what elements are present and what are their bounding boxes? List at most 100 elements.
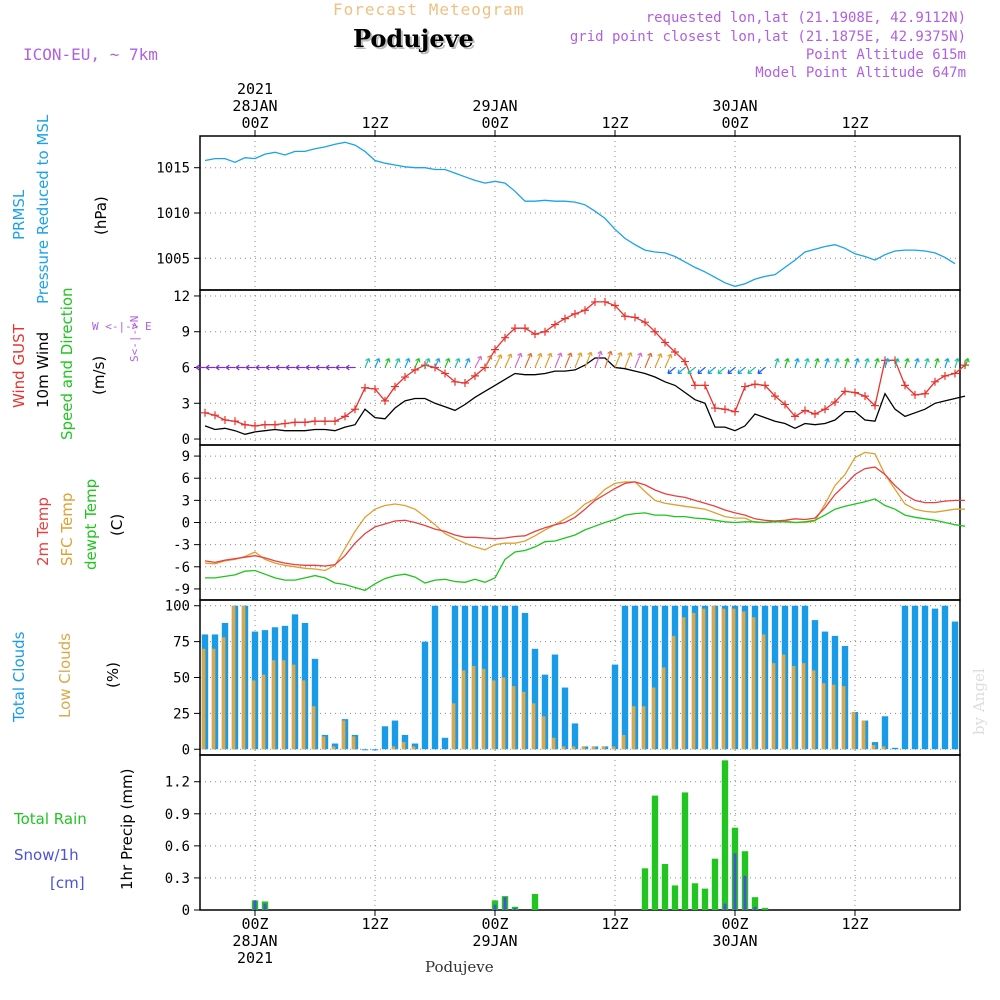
top-time-label: 2021 <box>237 80 273 98</box>
top-time-label: 28JAN <box>232 97 277 115</box>
low-cloud-bar <box>221 637 226 750</box>
wind-arrow-head <box>285 364 290 371</box>
rain-bar <box>721 760 729 910</box>
wind-arrow-head <box>667 353 673 359</box>
wind-arrow-head <box>934 358 940 363</box>
total-cloud-bar <box>391 720 399 750</box>
total-cloud-bar <box>441 737 449 750</box>
top-time-label: 12Z <box>841 114 868 132</box>
top-time-label: 12Z <box>601 114 628 132</box>
wind-arrow-head <box>557 352 563 357</box>
wind-direction-arrow <box>844 358 849 368</box>
wind-arrow-head <box>677 369 683 375</box>
wind-direction-arrow <box>854 358 859 368</box>
gust-marker <box>371 384 379 393</box>
wind-arrow-head <box>345 364 350 371</box>
snow-bar <box>263 903 267 910</box>
wind-arrow-head <box>687 369 693 375</box>
top-time-label: 12Z <box>361 114 388 132</box>
total-cloud-bar <box>451 605 459 750</box>
wind-arrow-head <box>954 358 960 363</box>
gust-marker <box>341 412 349 421</box>
wind-arrow-head <box>195 364 200 371</box>
wind-direction-arrow <box>364 358 370 368</box>
gust-marker <box>941 371 949 380</box>
wind-direction-arrow <box>804 358 809 368</box>
wind-direction-arrow <box>667 367 676 374</box>
gust-marker <box>351 405 359 414</box>
wind-direction-arrow <box>464 358 470 368</box>
rain-bar <box>651 795 659 910</box>
gust-marker <box>641 318 649 327</box>
model-label: ICON-EU, ~ 7km <box>23 45 158 64</box>
total-cloud-bar <box>361 749 369 751</box>
low-cloud-bar <box>691 612 696 750</box>
precip-ytick-label: 0.6 <box>165 839 190 855</box>
rain-bar <box>711 858 719 910</box>
total-cloud-bar <box>431 605 439 750</box>
wind-arrow-head <box>884 358 890 363</box>
wind-direction-arrow <box>677 367 686 374</box>
wind-arrow-head <box>477 355 483 361</box>
wind-direction-arrow <box>944 358 949 368</box>
wind-direction-arrow <box>664 354 672 368</box>
low-cloud-bar <box>301 680 306 750</box>
wind-arrow-head <box>617 351 623 357</box>
wind-direction-arrow <box>594 351 602 368</box>
wind-arrow-head <box>547 352 553 358</box>
gust-marker <box>501 333 509 342</box>
wind-arrow-head <box>717 369 723 375</box>
gust-marker <box>841 387 849 396</box>
wind-direction-arrow <box>604 351 612 368</box>
gust-marker <box>531 330 539 339</box>
wind-direction-arrow <box>524 353 532 368</box>
total-rain-label: Total Rain <box>14 810 87 828</box>
total-cloud-bar <box>541 674 549 750</box>
wind-arrow-head <box>914 358 920 363</box>
wind-arrow-head <box>964 358 970 363</box>
bottom-time-label: 2021 <box>237 949 273 967</box>
wind-direction-arrow <box>824 358 829 368</box>
low-cloud-bar <box>231 605 236 750</box>
gust-marker <box>581 306 589 315</box>
gust-marker <box>801 406 809 415</box>
low-cloud-bar <box>521 691 526 750</box>
wind-arrow-head <box>874 358 880 363</box>
low-cloud-bar <box>411 746 416 750</box>
gust-marker <box>691 381 699 390</box>
total-cloud-bar <box>521 612 529 750</box>
low-cloud-bar <box>401 742 406 750</box>
gust-marker <box>271 420 279 429</box>
wind-direction-arrow <box>737 367 746 374</box>
point-altitude: Point Altitude 615m <box>805 47 966 63</box>
temp-ytick-label: 3 <box>182 493 190 509</box>
wind-arrow-head <box>904 358 910 363</box>
wind-arrow-head <box>737 369 743 375</box>
wind-direction-arrow <box>774 358 779 368</box>
wind-direction-arrow <box>484 355 492 368</box>
low-cloud-bar <box>341 720 346 750</box>
low-cloud-bar <box>241 605 246 750</box>
wind-direction-arrow <box>454 358 460 368</box>
wind-arrow-head <box>445 357 451 363</box>
snow-bar <box>753 906 757 910</box>
wind-arrow-head <box>697 369 703 375</box>
wind-direction-arrow <box>414 358 420 368</box>
sfc-temp-line <box>204 451 965 572</box>
wind-panel: 0 3 6 9 12 <box>173 289 961 448</box>
wind-direction-arrow <box>624 352 632 368</box>
low-cloud-bar <box>581 746 586 750</box>
wind-direction-arrow <box>384 358 390 368</box>
wind-arrow-head <box>814 358 820 363</box>
requested-coordinates: requested lon,lat (21.1908E, 42.9112N) <box>645 10 966 26</box>
gust-marker <box>601 297 609 306</box>
wind-arrow-head <box>215 364 220 371</box>
low-cloud-bar <box>391 746 396 750</box>
low-cloud-bar <box>481 668 486 750</box>
gust-marker <box>681 357 689 366</box>
wind-direction-arrow <box>914 358 919 368</box>
rain-bar <box>691 883 699 910</box>
wind-direction-arrow <box>717 367 726 374</box>
precip-ytick-label: 0.9 <box>165 807 190 823</box>
wind-arrow-head <box>497 354 503 359</box>
